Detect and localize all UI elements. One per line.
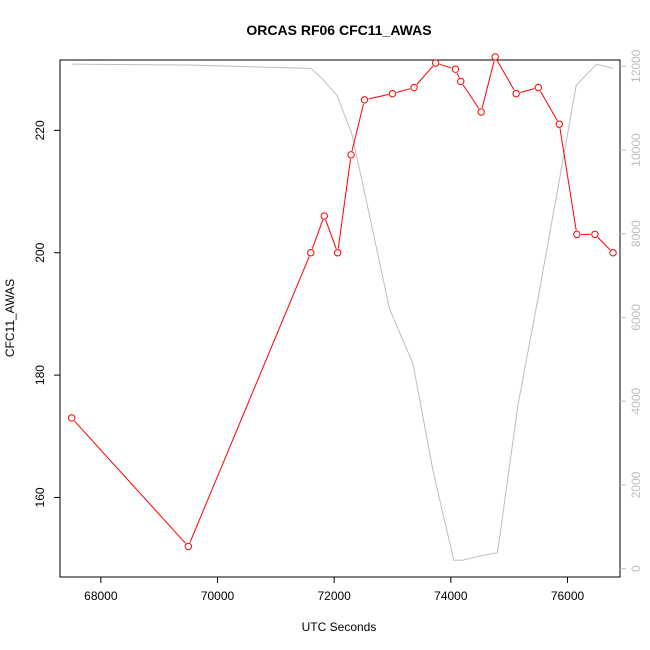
data-point — [457, 77, 465, 86]
series-left-axis — [67, 53, 617, 551]
series-segment — [337, 158, 352, 249]
series-segment — [74, 420, 186, 544]
series-segment — [520, 88, 535, 94]
series-segment — [311, 219, 324, 249]
data-point — [333, 249, 342, 257]
series-right-axis — [71, 63, 614, 561]
series-segment — [559, 128, 577, 231]
y-tick-label-right: 10000 — [629, 133, 643, 167]
plot-frame — [59, 59, 621, 578]
data-point — [534, 83, 543, 92]
series-line — [71, 63, 614, 561]
x-tick-label: 70000 — [201, 589, 235, 603]
series-layer — [67, 53, 617, 561]
chart-title: ORCAS RF06 CFC11_AWAS — [246, 22, 431, 38]
y-tick-label-right: 2000 — [629, 471, 643, 498]
x-axis-label: UTC Seconds — [302, 620, 377, 634]
x-tick-label: 74000 — [434, 589, 468, 603]
series-segment — [539, 90, 558, 121]
data-point — [347, 151, 355, 159]
y-axis-right: 0 2000 4000 6000 8000 10000 12000 — [620, 49, 643, 572]
data-point — [591, 230, 599, 239]
series-segment — [351, 103, 364, 151]
data-point — [491, 53, 499, 61]
series-segment — [496, 60, 515, 91]
data-point — [609, 249, 617, 257]
x-axis: 68000 70000 72000 74000 76000 — [84, 577, 585, 603]
data-point — [410, 83, 418, 92]
y-tick-label-left: 200 — [33, 242, 47, 262]
data-point — [67, 414, 76, 422]
data-point — [320, 212, 328, 220]
y-tick-label-right: 0 — [629, 565, 643, 572]
series-segment — [597, 237, 611, 251]
data-point — [573, 230, 581, 239]
series-segment — [396, 88, 411, 93]
y-axis-label: CFC11_AWAS — [3, 279, 17, 357]
data-point — [184, 542, 193, 551]
series-segment — [462, 84, 480, 109]
y-tick-label-right: 4000 — [629, 388, 643, 415]
x-tick-label: 72000 — [317, 589, 351, 603]
series-segment — [416, 65, 434, 85]
data-point — [307, 249, 315, 257]
data-point — [388, 89, 397, 98]
x-tick-label: 68000 — [84, 589, 118, 603]
data-point — [555, 120, 564, 128]
data-point — [512, 89, 520, 98]
y-tick-label-right: 8000 — [629, 220, 643, 247]
y-tick-label-left: 160 — [33, 487, 47, 507]
series-segment — [439, 63, 452, 69]
y-tick-label-right: 6000 — [629, 304, 643, 331]
data-point — [477, 108, 485, 116]
series-segment — [456, 72, 460, 78]
series-segment — [368, 94, 389, 100]
y-axis-left: 160 180 200 220 — [33, 120, 60, 507]
data-point — [431, 59, 440, 67]
y-tick-label-left: 180 — [33, 365, 47, 385]
data-point — [360, 96, 369, 104]
data-point — [451, 65, 460, 73]
series-segment — [481, 60, 495, 109]
series-segment — [325, 219, 337, 249]
y-tick-label-left: 220 — [33, 120, 47, 140]
y-tick-label-right: 12000 — [629, 49, 643, 83]
series-segment — [189, 256, 310, 543]
x-tick-label: 76000 — [551, 589, 585, 603]
